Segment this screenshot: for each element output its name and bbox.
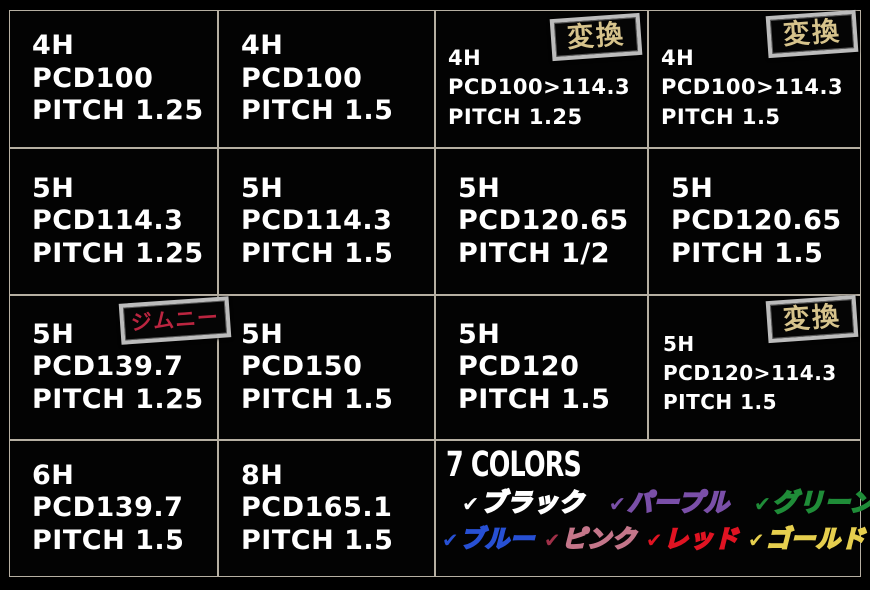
spec-holes: 5H — [241, 318, 284, 350]
color-label: パープル — [626, 487, 730, 518]
spec-pitch: PITCH 1.5 — [671, 237, 824, 269]
spec-cell-5h-pcd150-p15: 5H PCD150 PITCH 1.5 — [218, 295, 435, 440]
henkan-badge: 変換 — [765, 9, 859, 58]
spec-pcd: PCD139.7 — [32, 351, 184, 383]
spec-pcd: PCD150 — [241, 351, 363, 383]
spec-pcd: PCD139.7 — [32, 492, 184, 524]
color-option-blue: ✔ ブルー — [442, 524, 535, 554]
spec-pitch: PITCH 1.5 — [32, 524, 185, 556]
color-option-pink: ✔ ピンク — [543, 524, 637, 554]
spec-pcd: PCD100 — [241, 62, 363, 94]
color-label: レッド — [663, 524, 739, 554]
color-option-green: ✔ グリーン — [753, 487, 870, 518]
spec-pitch: PITCH 1.25 — [32, 237, 204, 269]
spec-pitch: PITCH 1.5 — [458, 383, 611, 415]
check-icon: ✔ — [543, 529, 561, 553]
spec-pcd: PCD114.3 — [32, 205, 184, 237]
spec-pitch: PITCH 1.5 — [241, 237, 394, 269]
spec-cell-5h-pcd120-114-p15: 変換 5H PCD120>114.3 PITCH 1.5 — [648, 294, 861, 440]
spec-pitch: PITCH 1.25 — [448, 104, 583, 129]
spec-holes: 5H — [32, 172, 75, 204]
check-icon: ✔ — [645, 529, 663, 553]
spec-cell-5h-pcd1397-p125: ジムニー 5H PCD139.7 PITCH 1.25 — [9, 295, 232, 440]
color-row: ✔ ブラック ✔ パープル ✔ グリーン — [462, 487, 870, 518]
spec-pcd: PCD100 — [32, 62, 154, 94]
spec-pcd: PCD120 — [458, 351, 580, 383]
spec-pitch: PITCH 1.5 — [241, 95, 394, 127]
color-option-red: ✔ レッド — [645, 524, 739, 554]
spec-pcd: PCD100>114.3 — [661, 75, 844, 100]
colors-title: 7 COLORS — [446, 444, 582, 486]
color-label: ピンク — [561, 524, 637, 554]
spec-cell-4h-pcd100-p125: 4H PCD100 PITCH 1.25 — [9, 10, 218, 148]
check-icon: ✔ — [462, 492, 480, 517]
color-label: ゴールド — [765, 524, 866, 554]
henkan-badge: 変換 — [765, 294, 859, 343]
spec-holes: 4H — [661, 45, 695, 70]
spec-pcd: PCD114.3 — [241, 205, 393, 237]
spec-pitch: PITCH 1/2 — [458, 237, 610, 269]
spec-table: 4H PCD100 PITCH 1.25 4H PCD100 PITCH 1.5… — [9, 9, 870, 577]
colors-section: 7 COLORS ✔ ブラック ✔ パープル ✔ グリーン ✔ ブルー ✔ ピン — [435, 440, 870, 577]
spec-holes: 5H — [458, 318, 501, 350]
spec-cell-4h-pcd100-114-p15: 変換 4H PCD100>114.3 PITCH 1.5 — [648, 9, 861, 148]
color-row: ✔ ブルー ✔ ピンク ✔ レッド ✔ ゴールド — [442, 524, 866, 554]
spec-pitch: PITCH 1.25 — [32, 383, 204, 415]
spec-cell-4h-pcd100-p15: 4H PCD100 PITCH 1.5 — [218, 10, 435, 148]
spec-pitch: PITCH 1.5 — [241, 524, 394, 556]
spec-cell-5h-pcd120-p15: 5H PCD120 PITCH 1.5 — [435, 295, 648, 440]
spec-pcd: PCD165.1 — [241, 492, 393, 524]
spec-cell-5h-pcd1143-p125: 5H PCD114.3 PITCH 1.25 — [9, 148, 218, 295]
spec-pcd: PCD120>114.3 — [663, 361, 837, 385]
spec-pitch: PITCH 1.5 — [663, 390, 778, 414]
jimny-badge: ジムニー — [118, 296, 232, 345]
spec-cell-4h-pcd100-114-p125: 変換 4H PCD100>114.3 PITCH 1.25 — [435, 10, 648, 148]
check-icon: ✔ — [753, 492, 772, 517]
spec-cell-5h-pcd12065-p15: 5H PCD120.65 PITCH 1.5 — [648, 148, 861, 295]
color-label: ブラック — [480, 487, 585, 518]
color-option-gold: ✔ ゴールド — [747, 524, 866, 554]
check-icon: ✔ — [442, 529, 459, 553]
spec-pitch: PITCH 1.25 — [32, 95, 204, 127]
spec-pcd: PCD120.65 — [458, 205, 629, 237]
spec-holes: 4H — [241, 30, 284, 62]
spec-cell-6h-pcd1397-p15: 6H PCD139.7 PITCH 1.5 — [9, 440, 218, 577]
spec-pitch: PITCH 1.5 — [241, 383, 394, 415]
spec-holes: 5H — [671, 172, 714, 204]
spec-holes: 5H — [663, 332, 695, 356]
spec-pitch: PITCH 1.5 — [661, 104, 781, 129]
spec-holes: 6H — [32, 459, 75, 491]
check-icon: ✔ — [747, 529, 765, 553]
spec-holes: 8H — [241, 459, 284, 491]
spec-cell-5h-pcd1143-p15: 5H PCD114.3 PITCH 1.5 — [218, 148, 435, 295]
color-option-black: ✔ ブラック — [462, 487, 585, 518]
color-label: ブルー — [459, 524, 535, 554]
spec-cell-5h-pcd12065-p12: 5H PCD120.65 PITCH 1/2 — [435, 148, 648, 295]
color-option-purple: ✔ パープル — [608, 487, 730, 518]
spec-pcd: PCD100>114.3 — [448, 75, 631, 100]
spec-holes: 5H — [241, 172, 284, 204]
spec-holes: 4H — [32, 30, 75, 62]
color-label: グリーン — [772, 487, 870, 518]
check-icon: ✔ — [608, 492, 627, 517]
spec-cell-8h-pcd1651-p15: 8H PCD165.1 PITCH 1.5 — [218, 440, 435, 577]
henkan-badge: 変換 — [549, 12, 643, 61]
spec-holes: 4H — [448, 45, 482, 70]
spec-holes: 5H — [32, 318, 75, 350]
spec-holes: 5H — [458, 172, 501, 204]
spec-pcd: PCD120.65 — [671, 205, 842, 237]
